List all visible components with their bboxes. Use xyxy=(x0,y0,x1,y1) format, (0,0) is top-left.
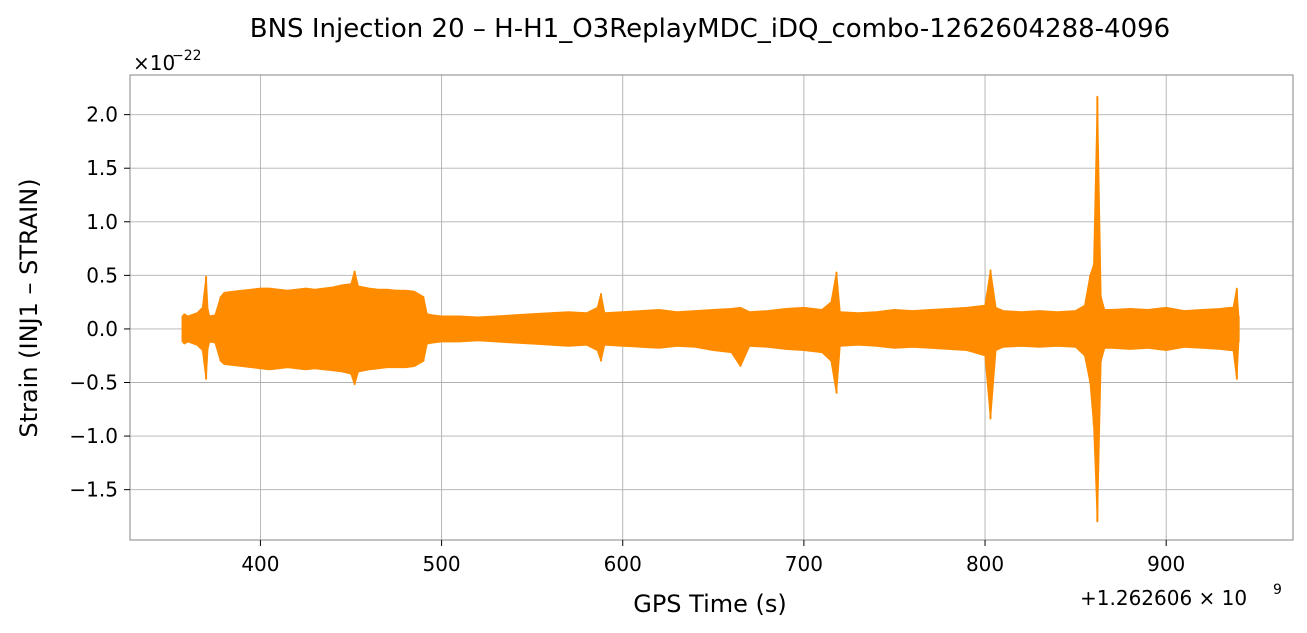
y-tick-label: −0.5 xyxy=(69,371,118,395)
x-tick-label: 400 xyxy=(241,552,279,576)
y-tick-label: 1.0 xyxy=(86,210,118,234)
plot-frame xyxy=(129,74,1294,541)
x-axis-ticks: 400 500 600 700 800 900 xyxy=(241,540,1185,576)
y-tick-label: −1.5 xyxy=(69,478,118,502)
y-tick-label: −1.0 xyxy=(69,424,118,448)
y-tick-label: 2.0 xyxy=(86,103,118,127)
x-offset-base: +1.262606 × 10 xyxy=(1080,586,1247,610)
y-tick-label: 0.0 xyxy=(86,317,118,341)
x-axis-title: GPS Time (s) xyxy=(633,590,787,618)
y-axis-multiplier: ×10 −22 xyxy=(133,48,202,75)
y-tick-label: 0.5 xyxy=(86,263,118,287)
y-multiplier-base: ×10 xyxy=(133,51,175,75)
x-tick-label: 500 xyxy=(422,552,460,576)
y-axis-title: Strain (INJ1 – STRAIN) xyxy=(15,178,43,437)
series-layer xyxy=(181,95,1240,523)
y-axis-ticks: 2.0 1.5 1.0 0.5 0.0 −0.5 −1.0 −1.5 xyxy=(69,103,130,502)
chart-title: BNS Injection 20 – H-H1_O3ReplayMDC_iDQ_… xyxy=(250,14,1170,44)
y-multiplier-exponent: −22 xyxy=(172,48,202,64)
y-tick-label: 1.5 xyxy=(86,156,118,180)
x-axis-offset: +1.262606 × 10 9 xyxy=(1080,582,1282,610)
x-tick-label: 800 xyxy=(966,552,1004,576)
strain-series-envelope xyxy=(181,95,1240,523)
x-tick-label: 600 xyxy=(604,552,642,576)
x-tick-label: 700 xyxy=(785,552,823,576)
x-offset-exponent: 9 xyxy=(1273,582,1282,598)
x-tick-label: 900 xyxy=(1147,552,1185,576)
